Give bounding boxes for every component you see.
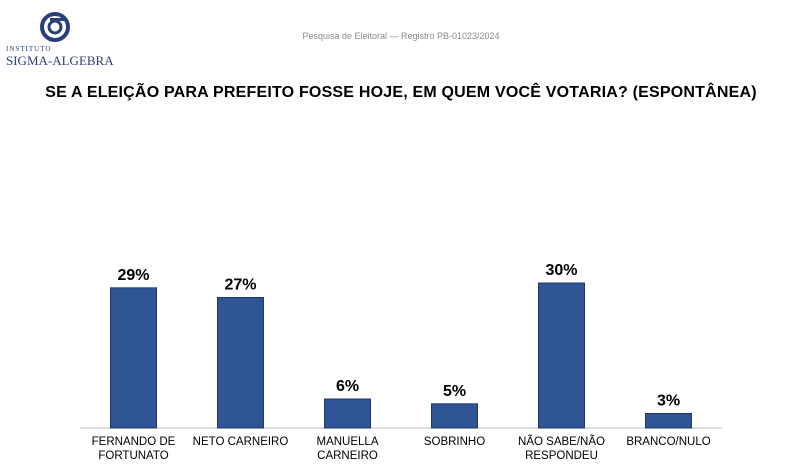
bar-3 (431, 403, 478, 429)
registry-text: Pesquisa de Eleitoral — Registro PB-0102… (302, 31, 500, 41)
category-label-2-1: CARNEIRO (317, 450, 378, 462)
bar-2 (324, 398, 371, 429)
logo-name: SIGMA-ALGEBRA (6, 53, 114, 68)
data-label-4: 30% (545, 262, 577, 279)
category-label-5-0: BRANCO/NULO (626, 436, 710, 448)
data-label-2: 6% (336, 378, 359, 395)
chart-title: SE A ELEIÇÃO PARA PREFEITO FOSSE HOJE, E… (45, 84, 757, 101)
bar-5 (645, 413, 692, 429)
category-label-4-0: NÃO SABE/NÃO (518, 435, 605, 448)
sigma-logo-icon (40, 12, 70, 42)
data-label-0: 29% (117, 267, 149, 284)
logo-small-text: INSTITUTO (6, 45, 52, 53)
category-label-0-1: FORTUNATO (98, 450, 168, 462)
category-label-4-1: RESPONDEU (525, 450, 598, 462)
category-label-0-0: FERNANDO DE (92, 436, 176, 448)
institute-logo: INSTITUTO SIGMA-ALGEBRA (4, 12, 114, 70)
data-label-5: 3% (657, 393, 680, 410)
category-label-1-0: NETO CARNEIRO (193, 436, 289, 448)
bar-1 (217, 297, 264, 429)
data-label-1: 27% (224, 277, 256, 294)
data-label-3: 5% (443, 383, 466, 400)
category-label-3-0: SOBRINHO (424, 436, 485, 448)
category-label-2-0: MANUELLA (317, 436, 379, 448)
bar-0 (110, 287, 157, 429)
bar-4 (538, 282, 585, 429)
